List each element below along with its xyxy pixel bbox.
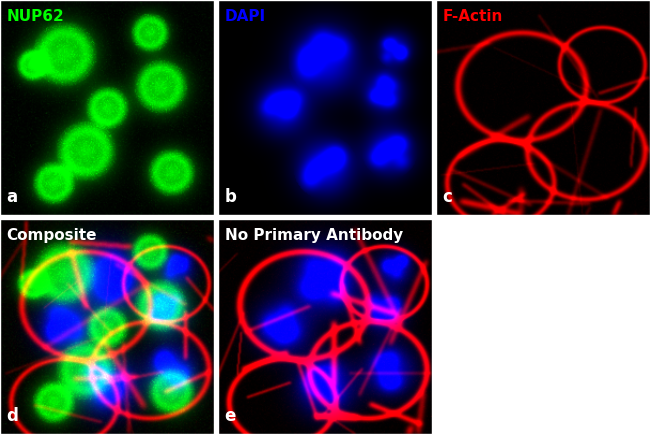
Text: F-Actin: F-Actin <box>443 9 503 23</box>
Text: a: a <box>6 188 18 206</box>
Text: b: b <box>224 188 237 206</box>
Text: Composite: Composite <box>6 228 97 243</box>
Text: e: e <box>224 408 236 425</box>
Text: No Primary Antibody: No Primary Antibody <box>224 228 403 243</box>
Text: DAPI: DAPI <box>224 9 266 23</box>
Text: c: c <box>443 188 452 206</box>
Text: NUP62: NUP62 <box>6 9 64 23</box>
Text: d: d <box>6 408 18 425</box>
